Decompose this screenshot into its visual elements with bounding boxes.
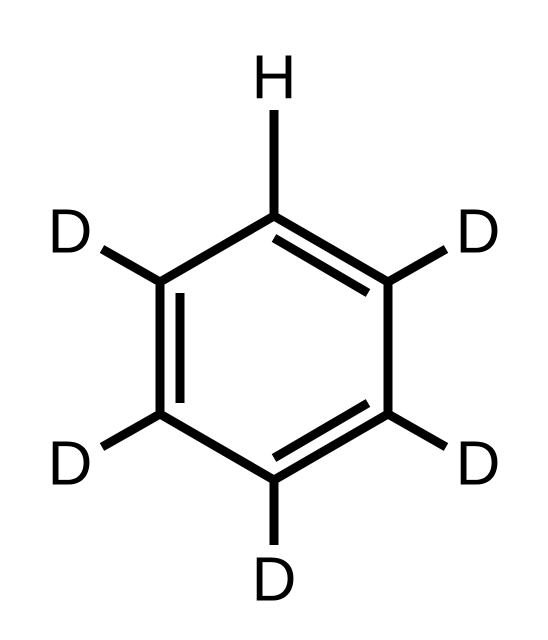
substituent-bond-5: [102, 249, 160, 282]
atom-label-D_bl: D: [48, 430, 93, 499]
atom-label-D_br: D: [456, 430, 501, 499]
substituent-bond-4: [102, 414, 160, 447]
atom-label-D_bottom: D: [252, 546, 297, 615]
atom-label-D_tr: D: [456, 198, 501, 267]
atom-label-D_tl: D: [48, 198, 93, 267]
ring-bond-5: [160, 216, 274, 282]
substituent-bond-1: [388, 249, 446, 282]
molecule-diagram: H D D D D D: [0, 0, 548, 640]
ring-bond-3: [160, 414, 274, 480]
atom-label-H_top: H: [252, 44, 297, 113]
substituent-bond-2: [388, 414, 446, 447]
